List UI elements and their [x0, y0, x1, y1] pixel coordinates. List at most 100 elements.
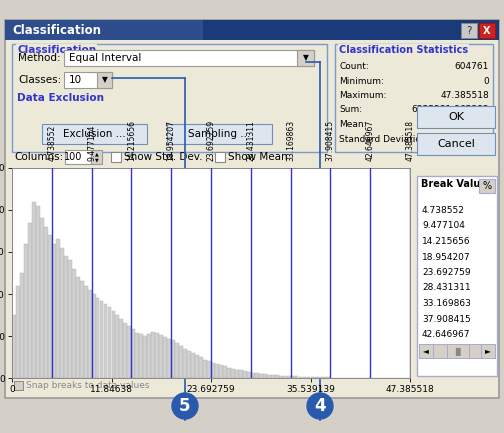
- Bar: [91, 150, 102, 164]
- Bar: [183, 349, 187, 378]
- Text: 14.215656: 14.215656: [127, 120, 136, 161]
- Text: OK: OK: [448, 112, 464, 122]
- Text: 28.431311: 28.431311: [422, 284, 471, 293]
- Text: Show Std. Dev.: Show Std. Dev.: [124, 152, 203, 162]
- Bar: [251, 373, 255, 378]
- Text: 4.738552: 4.738552: [47, 125, 56, 161]
- Bar: [294, 376, 298, 378]
- Text: 47.385518: 47.385518: [440, 91, 489, 100]
- Bar: [179, 346, 183, 378]
- Bar: [68, 260, 72, 378]
- Text: Sampling ...: Sampling ...: [188, 129, 250, 139]
- Bar: [5, 20, 499, 40]
- Bar: [167, 124, 272, 144]
- Text: Data Exclusion: Data Exclusion: [17, 93, 104, 103]
- Bar: [56, 239, 59, 378]
- Bar: [111, 152, 121, 162]
- Bar: [44, 227, 48, 378]
- Text: 42.646967: 42.646967: [366, 120, 374, 161]
- Text: Count:: Count:: [339, 62, 369, 71]
- Text: ►: ►: [485, 346, 491, 355]
- Text: 18.954207: 18.954207: [167, 120, 176, 161]
- Bar: [52, 244, 56, 378]
- Bar: [243, 371, 247, 378]
- Bar: [211, 363, 215, 378]
- Text: 33.169863: 33.169863: [422, 299, 471, 308]
- Bar: [64, 256, 68, 378]
- Circle shape: [307, 393, 333, 419]
- Bar: [215, 364, 219, 378]
- Bar: [159, 335, 163, 378]
- Bar: [298, 377, 302, 378]
- Bar: [259, 374, 263, 378]
- Bar: [32, 202, 36, 378]
- Bar: [80, 281, 84, 378]
- Bar: [287, 376, 290, 378]
- Bar: [88, 290, 92, 378]
- Bar: [155, 333, 159, 378]
- Bar: [417, 176, 497, 376]
- Bar: [279, 376, 283, 378]
- Bar: [419, 344, 433, 358]
- Bar: [5, 20, 203, 40]
- Text: Maximum:: Maximum:: [339, 91, 387, 100]
- Bar: [207, 361, 211, 378]
- Bar: [42, 124, 147, 144]
- Bar: [447, 344, 469, 358]
- Bar: [203, 359, 207, 378]
- Bar: [235, 370, 239, 378]
- Bar: [314, 377, 319, 378]
- Text: Minimum:: Minimum:: [339, 77, 384, 85]
- Text: 37.908415: 37.908415: [326, 120, 335, 161]
- Text: ▼: ▼: [302, 54, 308, 62]
- Text: %: %: [482, 181, 491, 191]
- Bar: [84, 286, 88, 378]
- Text: X: X: [483, 26, 491, 36]
- Text: 28.431311: 28.431311: [246, 120, 256, 161]
- Bar: [335, 44, 493, 152]
- Text: Cancel: Cancel: [437, 139, 475, 149]
- Text: 14.215656: 14.215656: [422, 237, 471, 246]
- Bar: [96, 298, 99, 378]
- Text: Show Mean: Show Mean: [228, 152, 288, 162]
- Bar: [171, 340, 175, 378]
- Text: 23.692759: 23.692759: [422, 268, 471, 277]
- Bar: [36, 206, 40, 378]
- Bar: [100, 301, 103, 378]
- Text: ▲: ▲: [95, 152, 98, 156]
- Text: 33.169863: 33.169863: [286, 120, 295, 161]
- Bar: [306, 377, 310, 378]
- Circle shape: [172, 393, 198, 419]
- Text: Standard Deviation:: Standard Deviation:: [339, 135, 429, 143]
- Text: Classes:: Classes:: [18, 75, 61, 85]
- Bar: [14, 381, 23, 390]
- Bar: [231, 369, 235, 378]
- Bar: [12, 315, 16, 378]
- Text: 4: 4: [314, 397, 326, 415]
- Bar: [255, 373, 259, 378]
- Text: Classification Statistics: Classification Statistics: [339, 45, 468, 55]
- Bar: [40, 218, 44, 378]
- Bar: [132, 329, 135, 378]
- Bar: [417, 106, 495, 128]
- Text: 10: 10: [69, 75, 82, 85]
- Text: 9.477104: 9.477104: [422, 222, 465, 230]
- Bar: [479, 23, 495, 38]
- Bar: [297, 50, 314, 66]
- Text: 4.738552: 4.738552: [422, 206, 465, 215]
- Bar: [147, 334, 151, 378]
- Bar: [107, 307, 111, 378]
- Text: ?: ?: [466, 26, 472, 36]
- Bar: [28, 223, 32, 378]
- Bar: [143, 336, 147, 378]
- Bar: [291, 376, 294, 378]
- Bar: [199, 357, 203, 378]
- Text: Sum:: Sum:: [339, 106, 362, 114]
- Bar: [128, 326, 132, 378]
- Text: 18.954207: 18.954207: [422, 252, 471, 262]
- Text: Mean:: Mean:: [339, 120, 366, 129]
- Bar: [24, 244, 28, 378]
- Text: 6335381.865383: 6335381.865383: [411, 106, 489, 114]
- Bar: [119, 319, 123, 378]
- Text: Exclusion ...: Exclusion ...: [62, 129, 125, 139]
